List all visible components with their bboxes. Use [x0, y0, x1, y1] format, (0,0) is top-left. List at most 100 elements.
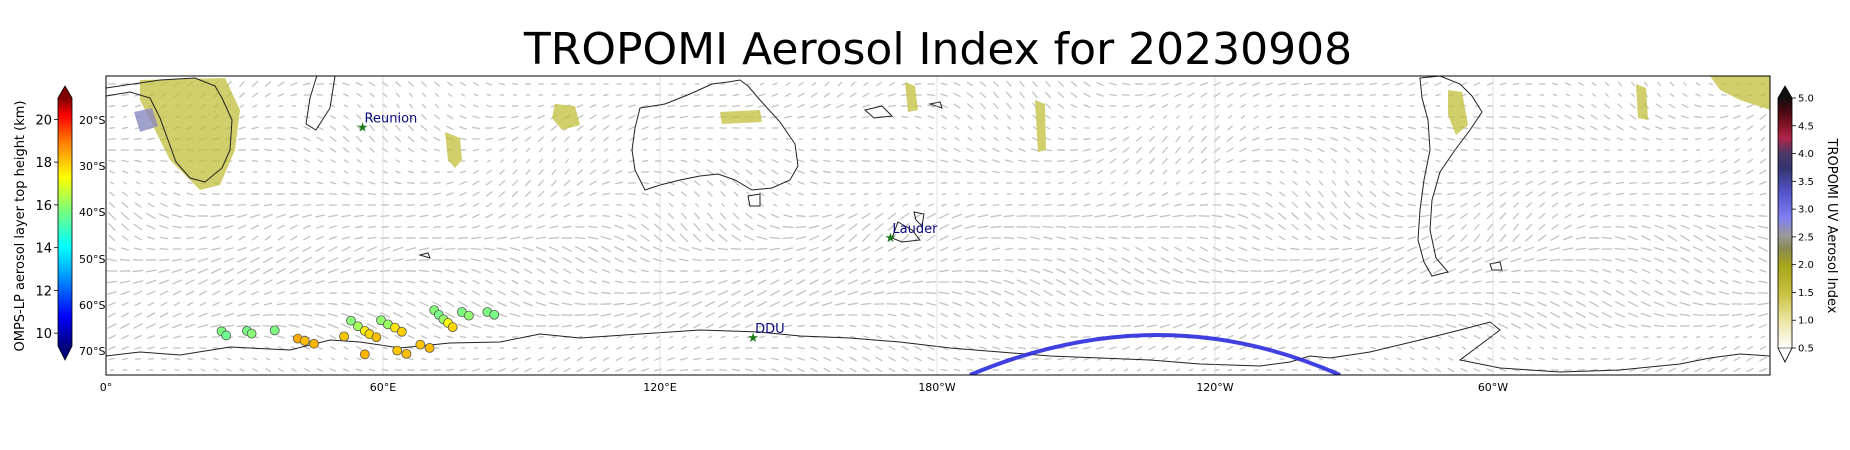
wind-arrow: [887, 212, 897, 220]
wind-arrow: [550, 125, 558, 131]
wind-arrow: [1328, 268, 1340, 274]
wind-arrow: [511, 191, 519, 197]
wind-arrow: [667, 270, 675, 272]
wind-arrow: [1759, 114, 1767, 120]
wind-arrow: [666, 258, 676, 262]
wind-arrow: [277, 224, 285, 230]
wind-arrow: [1045, 126, 1051, 130]
wind-arrow: [1642, 137, 1650, 141]
wind-arrow: [745, 169, 753, 175]
wind-arrow: [498, 137, 506, 141]
wind-arrow: [654, 170, 662, 174]
wind-arrow: [1185, 215, 1197, 217]
wind-arrow: [1031, 313, 1039, 317]
wind-arrow: [888, 82, 896, 86]
wind-arrow: [470, 258, 482, 262]
wind-arrow: [1538, 137, 1546, 141]
wind-arrow: [407, 226, 415, 228]
wind-arrow: [1237, 213, 1249, 219]
wind-arrow: [1069, 290, 1079, 296]
wind-arrow: [964, 290, 976, 296]
wind-arrow: [1083, 104, 1091, 108]
wind-arrow: [1446, 192, 1456, 196]
wind-arrow: [1706, 224, 1716, 230]
wind-arrow: [432, 214, 442, 218]
wind-arrow: [564, 169, 570, 175]
wind-arrow: [460, 160, 466, 162]
wind-arrow: [483, 257, 495, 263]
wind-arrow: [120, 223, 130, 231]
wind-arrow: [472, 279, 480, 285]
wind-arrow: [1563, 301, 1573, 307]
wind-arrow: [952, 301, 962, 307]
wind-arrow: [902, 137, 908, 141]
wind-arrow: [783, 279, 793, 285]
wind-arrow: [146, 224, 156, 230]
wind-arrow: [824, 81, 830, 87]
wind-arrow: [198, 279, 208, 285]
wind-arrow: [1083, 159, 1091, 163]
wind-arrow: [327, 313, 339, 317]
wind-arrow: [822, 313, 832, 317]
wind-arrow: [1343, 201, 1351, 209]
wind-arrow: [822, 170, 832, 174]
wind-arrow: [1629, 114, 1637, 120]
wind-arrow: [549, 257, 559, 263]
wind-arrow: [549, 268, 559, 274]
wind-arrow: [1265, 235, 1273, 241]
wind-arrow: [1057, 357, 1065, 361]
wind-arrow: [1628, 268, 1638, 274]
wind-arrow: [1395, 191, 1403, 197]
wind-arrow: [601, 257, 611, 263]
wind-arrow: [860, 302, 872, 306]
wind-arrow: [1200, 82, 1208, 86]
wind-arrow: [860, 291, 872, 295]
wind-arrow: [734, 203, 738, 207]
wind-arrow: [1110, 181, 1116, 185]
wind-arrow: [1214, 357, 1220, 361]
wind-arrow: [797, 324, 805, 328]
wind-arrow: [539, 158, 543, 164]
wind-arrow: [446, 125, 454, 131]
wind-arrow: [1667, 181, 1677, 185]
coastline-africa: [106, 77, 233, 183]
wind-arrow: [1550, 291, 1560, 295]
wind-arrow: [421, 114, 427, 120]
wind-arrow: [849, 324, 857, 328]
wind-arrow: [578, 147, 582, 153]
wind-arrow: [379, 246, 391, 252]
wind-arrow: [1082, 257, 1092, 263]
wind-arrow: [1604, 103, 1610, 109]
wind-arrow: [251, 160, 259, 162]
wind-arrow: [1213, 136, 1221, 142]
wind-arrow: [1238, 291, 1248, 295]
wind-arrow: [1266, 170, 1272, 174]
wind-arrow: [471, 213, 481, 219]
wind-arrow: [197, 324, 209, 328]
wind-arrow: [1445, 256, 1457, 264]
wind-arrow: [613, 313, 625, 317]
wind-arrow: [1043, 236, 1053, 240]
wind-arrow: [1708, 346, 1714, 350]
wind-arrow: [964, 224, 976, 230]
wind-arrow: [1252, 334, 1260, 340]
wind-arrow: [1681, 367, 1689, 373]
wind-arrow: [1007, 126, 1011, 130]
wind-arrow: [509, 301, 521, 307]
wind-arrow: [1123, 368, 1129, 372]
wind-arrow: [1265, 202, 1273, 208]
aerosol-grey-patch: [134, 108, 158, 132]
wind-arrow: [1537, 126, 1547, 130]
wind-arrow: [342, 125, 350, 131]
wind-arrow: [459, 225, 467, 229]
wind-arrow: [446, 170, 454, 174]
wind-arrow: [1757, 225, 1769, 229]
wind-arrow: [132, 280, 144, 284]
wind-arrow: [1369, 147, 1377, 153]
wind-arrow: [692, 323, 702, 329]
wind-arrow: [551, 94, 557, 96]
wind-arrow: [1460, 368, 1468, 372]
wind-arrow: [1044, 357, 1052, 361]
wind-arrow: [1759, 269, 1767, 273]
wind-arrow: [771, 180, 779, 186]
